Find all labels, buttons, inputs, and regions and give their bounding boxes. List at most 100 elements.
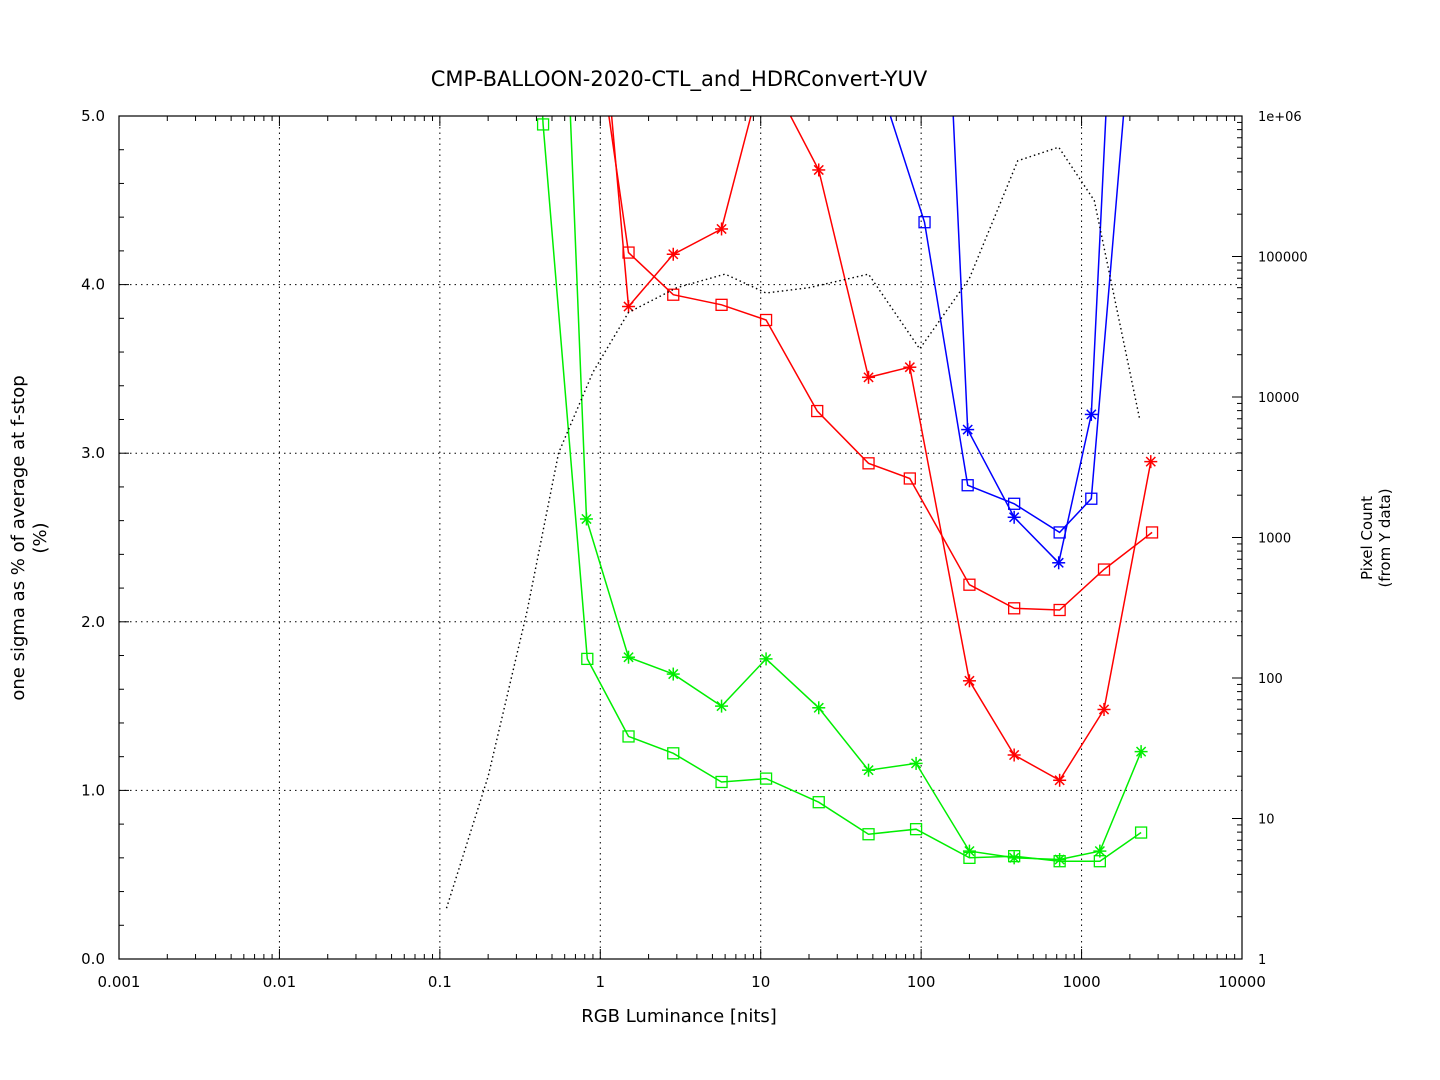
data-point-star-stroke (962, 424, 973, 435)
data-point-star (1144, 455, 1158, 469)
data-point-square (1053, 603, 1066, 617)
data-point-star-stroke (623, 301, 634, 312)
data-point-star-stroke (1009, 852, 1020, 863)
y2-tick-label: 1 (1258, 953, 1266, 968)
series-line (610, 116, 1152, 782)
y-tick-label: 5.0 (81, 107, 105, 125)
data-point-star (1007, 748, 1021, 762)
data-point-star-stroke (964, 845, 975, 857)
data-point-star-stroke (668, 668, 679, 680)
data-point-star-stroke (1053, 557, 1064, 568)
data-point-star-stroke (904, 362, 915, 373)
data-point-square (1008, 497, 1021, 510)
data-point-star (1093, 844, 1107, 858)
y2-tick-labels: 1 10 100 1000 10000 100000 1e+06 (1258, 110, 1308, 968)
y-axis-unit: (%) (30, 522, 51, 553)
data-point-star (1084, 407, 1098, 421)
data-point-square (862, 828, 875, 841)
x-tick-label: 1 (596, 973, 606, 991)
data-point-star (715, 222, 729, 236)
y2-tick-label: 10 (1258, 813, 1275, 828)
y-tick-labels: 0.0 1.0 2.0 3.0 4.0 5.0 (81, 107, 105, 968)
data-point-star (962, 844, 976, 858)
y-tick-label: 2.0 (81, 613, 105, 631)
data-point-star-stroke (863, 765, 874, 776)
data-point-star (903, 360, 917, 374)
data-point-square (1145, 526, 1159, 539)
data-point-square (811, 404, 824, 418)
data-point-star-stroke (716, 223, 727, 235)
data-point-square (715, 298, 728, 311)
data-point-star (622, 300, 636, 314)
data-point-star (812, 701, 826, 715)
data-point-star-stroke (1054, 775, 1065, 786)
series-2 (889, 116, 1125, 539)
data-point-square (862, 457, 875, 470)
series-line (569, 116, 1142, 861)
data-point-star (666, 247, 680, 261)
data-point-square (667, 288, 680, 301)
data-point-square (963, 578, 976, 591)
data-point-star (1053, 773, 1067, 787)
data-point-square (581, 652, 594, 666)
data-point-star (622, 650, 636, 664)
x-tick-label: 0.001 (98, 973, 141, 991)
x-tick-label: 0.1 (428, 973, 452, 991)
y-tick-label: 0.0 (81, 950, 105, 968)
x-tick-label: 10000 (1218, 973, 1266, 991)
data-point-square (1008, 602, 1021, 615)
y2-axis-label: Pixel Count (1358, 496, 1376, 580)
data-point-star (579, 512, 593, 526)
data-point-star (909, 756, 923, 770)
data-point-star-stroke (623, 652, 634, 663)
chart-title: CMP-BALLOON-2020-CTL_and_HDRConvert-YUV (431, 67, 928, 92)
data-point-star (962, 674, 976, 688)
y2-tick-label: 10000 (1258, 391, 1299, 406)
data-point-star (862, 370, 876, 384)
plot-frame (118, 115, 1243, 960)
data-point-star (1007, 851, 1021, 865)
y2-tick-label: 1000 (1258, 532, 1291, 547)
data-point-star-stroke (668, 249, 679, 260)
data-point-star (961, 423, 975, 437)
series-1 (610, 116, 1158, 787)
data-point-square (1097, 563, 1111, 576)
series-3 (952, 116, 1107, 570)
data-point-star-stroke (1094, 845, 1105, 857)
x-tick-label: 0.01 (263, 973, 296, 991)
data-point-star (1052, 556, 1066, 570)
data-point-square (812, 796, 825, 809)
data-point-star-stroke (1009, 512, 1020, 523)
axis-minor-ticks (118, 115, 1243, 960)
x-tick-label: 10 (751, 973, 770, 991)
y-tick-label: 3.0 (81, 444, 105, 462)
data-point-square (536, 118, 550, 131)
x-tick-label: 1000 (1062, 973, 1100, 991)
data-point-square (903, 472, 916, 485)
data-point-star (666, 667, 680, 681)
data-point-square (622, 730, 635, 743)
data-point-star-stroke (1009, 749, 1020, 761)
data-point-star (715, 699, 729, 713)
data-point-star-stroke (760, 653, 772, 665)
series-6 (445, 146, 1141, 909)
data-point-star (1097, 702, 1111, 716)
data-point-square (715, 775, 728, 789)
data-point-square (1134, 826, 1148, 839)
data-point-square (759, 313, 773, 327)
data-point-star-stroke (813, 702, 824, 713)
data-point-star-stroke (1054, 854, 1065, 865)
data-point-star-stroke (813, 164, 824, 176)
data-point-star-stroke (716, 700, 727, 712)
y-tick-label: 1.0 (81, 781, 105, 799)
series-line (445, 146, 1141, 909)
data-point-star (862, 763, 876, 777)
x-tick-label: 100 (907, 973, 936, 991)
y2-tick-label: 1e+06 (1258, 110, 1302, 125)
y-axis-label: one sigma as % of average at f-stop (8, 375, 29, 700)
data-point-star (812, 163, 826, 177)
data-point-star (1007, 510, 1021, 524)
series-line (889, 116, 1125, 534)
y2-tick-label: 100000 (1258, 251, 1308, 266)
series-layer (445, 116, 1159, 909)
